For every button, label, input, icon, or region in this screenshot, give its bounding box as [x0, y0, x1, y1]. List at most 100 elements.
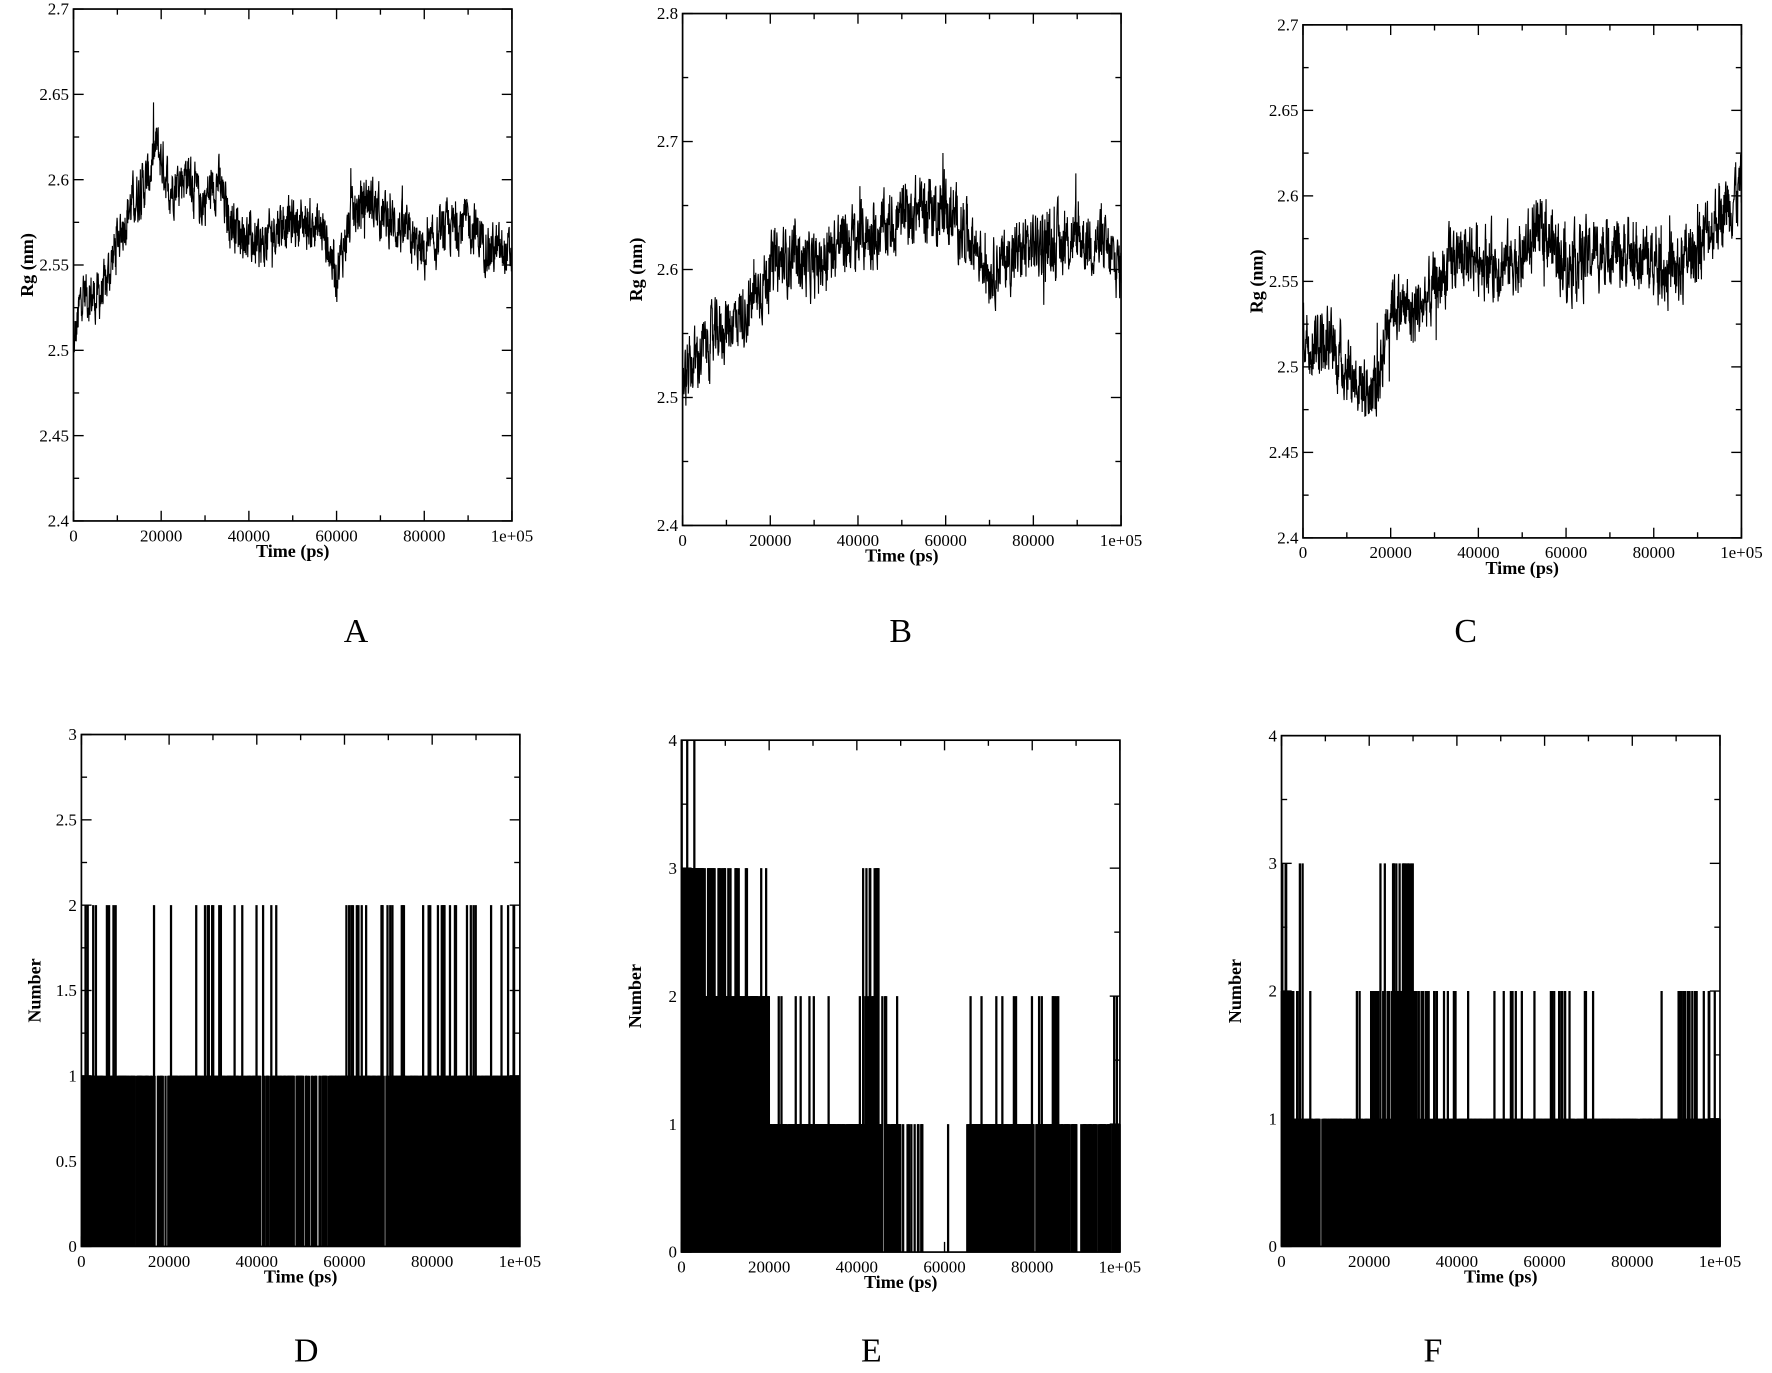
x-tick-label: 1e+05	[499, 1252, 541, 1271]
x-tick-label: 80000	[403, 526, 445, 545]
x-tick-label: 80000	[1011, 1257, 1053, 1276]
x-axis-label: Time (ps)	[256, 541, 330, 562]
panel-letter: F	[1424, 1333, 1443, 1370]
y-tick-label: 2.5	[1277, 358, 1298, 377]
y-tick-label: 0	[68, 1237, 76, 1256]
x-tick-label: 0	[69, 526, 77, 545]
x-tick-label: 20000	[748, 1257, 790, 1276]
x-tick-label: 0	[678, 531, 686, 550]
y-tick-label: 2.4	[1277, 529, 1299, 548]
x-tick-label: 0	[677, 1257, 685, 1276]
y-tick-label: 2.4	[657, 516, 679, 535]
x-tick-label: 20000	[749, 531, 791, 550]
y-tick-label: 3	[668, 859, 676, 878]
panel-b: 0 20000 40000 60000 80000 1e+05 2.4 2.5 2.6 2.7 2.…	[626, 4, 1142, 650]
y-tick-label: 2	[1269, 982, 1277, 1001]
y-tick-label: 2.5	[657, 388, 678, 407]
rg-series-line	[1302, 154, 1743, 417]
x-tick-label: 60000	[323, 1252, 365, 1271]
panel-letter: D	[294, 1333, 318, 1370]
x-tick-label: 80000	[1633, 543, 1675, 562]
y-axis-label: Number	[25, 958, 45, 1022]
x-tick-label: 40000	[236, 1252, 278, 1271]
y-axis-label: Number	[625, 964, 645, 1028]
x-tick-label: 20000	[1370, 543, 1412, 562]
x-tick-label: 60000	[924, 531, 966, 550]
panel-letter: B	[889, 613, 912, 650]
rg-series-line	[682, 153, 1122, 406]
x-tick-label: 1e+05	[491, 526, 533, 545]
x-tick-label: 80000	[1012, 531, 1054, 550]
x-tick-label: 1e+05	[1099, 1257, 1141, 1276]
y-tick-label: 3	[68, 725, 76, 744]
rg-series-line	[72, 102, 513, 353]
x-tick-label: 60000	[923, 1257, 965, 1276]
x-tick-label: 40000	[836, 1257, 878, 1276]
y-axis-label: Number	[1225, 959, 1245, 1023]
y-tick-label: 1.5	[56, 981, 77, 1000]
y-axis-label: Rg (nm)	[17, 233, 38, 297]
x-axis-label: Time (ps)	[1485, 558, 1559, 579]
y-axis-label: Rg (nm)	[1246, 249, 1267, 313]
y-tick-label: 2.7	[657, 132, 678, 151]
y-axis-label: Rg (nm)	[626, 238, 647, 302]
panel-letter: E	[861, 1333, 882, 1370]
x-axis-label: Time (ps)	[1464, 1267, 1538, 1288]
y-tick-label: 2.45	[39, 426, 69, 445]
x-tick-label: 80000	[1611, 1252, 1653, 1271]
x-tick-label: 60000	[1523, 1252, 1565, 1271]
y-tick-label: 2	[68, 896, 76, 915]
y-tick-label: 2.8	[657, 4, 678, 23]
panel-d: 0 20000 40000 60000 80000 1e+05 0 0.5 1 1.5 2 2.5 3 T…	[25, 725, 541, 1370]
x-tick-label: 0	[77, 1252, 85, 1271]
x-tick-label: 40000	[837, 531, 879, 550]
y-tick-label: 3	[1269, 854, 1277, 873]
y-tick-label: 2.7	[1277, 16, 1298, 35]
y-tick-label: 0.5	[56, 1152, 77, 1171]
y-tick-label: 2.6	[657, 260, 678, 279]
plot-frame	[72, 8, 513, 522]
x-tick-label: 20000	[148, 1252, 190, 1271]
x-tick-label: 20000	[140, 526, 182, 545]
x-tick-label: 40000	[1457, 543, 1499, 562]
panel-letter: C	[1454, 613, 1477, 650]
x-tick-label: 1e+05	[1100, 531, 1142, 550]
y-tick-label: 4	[1269, 726, 1278, 745]
x-axis-label: Time (ps)	[865, 546, 939, 567]
y-tick-label: 2.45	[1269, 443, 1299, 462]
y-tick-label: 2.55	[1269, 272, 1299, 291]
y-tick-label: 0	[668, 1243, 676, 1262]
panel-f: 0 20000 40000 60000 80000 1e+05 0 1 2 3 4 Time (ps)…	[1225, 726, 1741, 1369]
y-tick-label: 1	[668, 1115, 676, 1134]
x-axis-label: Time (ps)	[864, 1272, 938, 1293]
x-tick-label: 1e+05	[1699, 1252, 1741, 1271]
y-tick-label: 2	[668, 987, 676, 1006]
x-tick-label: 60000	[1545, 543, 1587, 562]
y-tick-label: 1	[68, 1066, 76, 1085]
y-tick-label: 2.65	[39, 85, 69, 104]
x-tick-label: 0	[1277, 1252, 1285, 1271]
y-tick-label: 2.6	[1277, 187, 1298, 206]
x-tick-label: 60000	[315, 526, 357, 545]
panel-e: 0 20000 40000 60000 80000 1e+05 0 1 2 3 4 Time (ps)…	[625, 731, 1141, 1370]
y-tick-label: 4	[668, 731, 677, 750]
x-tick-label: 1e+05	[1720, 543, 1762, 562]
panel-a: 0 20000 40000 60000 80000 1e+05 2.4 2.45 2.5 2.55…	[17, 0, 533, 650]
x-tick-label: 40000	[1436, 1252, 1478, 1271]
y-tick-label: 2.7	[48, 0, 69, 19]
y-tick-label: 2.65	[1269, 101, 1299, 120]
x-tick-label: 80000	[411, 1252, 453, 1271]
y-tick-label: 2.5	[56, 810, 77, 829]
x-tick-label: 0	[1299, 543, 1307, 562]
y-tick-label: 2.55	[39, 256, 69, 275]
y-tick-label: 1	[1269, 1109, 1277, 1128]
y-tick-label: 2.4	[48, 512, 70, 531]
y-tick-label: 0	[1269, 1237, 1277, 1256]
y-tick-label: 2.6	[48, 170, 69, 189]
x-tick-label: 40000	[228, 526, 270, 545]
x-tick-label: 20000	[1348, 1252, 1390, 1271]
x-axis-label: Time (ps)	[264, 1267, 337, 1288]
y-tick-label: 2.5	[48, 341, 69, 360]
panel-c: 0 20000 40000 60000 80000 1e+05 2.4 2.45 2.5 2.55…	[1246, 16, 1762, 650]
